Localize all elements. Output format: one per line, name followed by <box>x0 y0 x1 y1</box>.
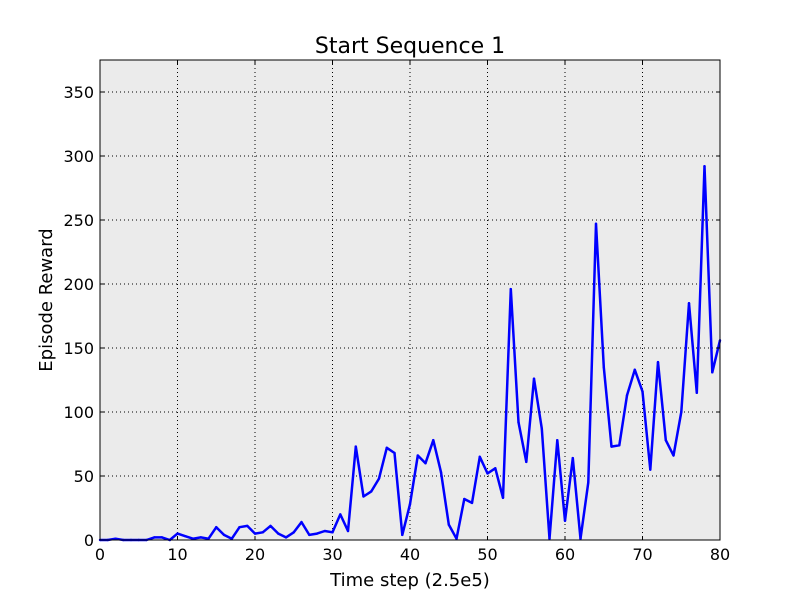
y-tick-label: 250 <box>63 211 94 230</box>
data-point <box>385 446 388 450</box>
data-point <box>261 531 264 534</box>
data-point <box>408 502 412 506</box>
data-point <box>478 455 481 458</box>
data-point <box>308 533 311 537</box>
y-tick-label: 0 <box>84 531 94 550</box>
data-point <box>300 520 303 524</box>
x-tick-label: 60 <box>555 545 575 564</box>
data-point <box>594 222 598 226</box>
data-point <box>556 438 559 442</box>
data-point <box>362 495 365 498</box>
data-point <box>455 537 458 540</box>
x-tick-label: 80 <box>710 545 730 564</box>
data-point <box>354 445 357 448</box>
y-tick-label: 50 <box>74 467 94 486</box>
data-point <box>222 533 226 537</box>
data-point <box>377 477 381 480</box>
data-point <box>641 390 644 393</box>
data-point <box>207 537 210 540</box>
data-point <box>284 536 288 539</box>
data-point <box>509 287 512 291</box>
data-point <box>463 497 466 501</box>
data-point <box>230 537 233 540</box>
data-point <box>656 360 660 364</box>
x-tick-label: 30 <box>322 545 342 564</box>
data-point <box>517 421 520 424</box>
data-point <box>447 523 450 526</box>
data-point <box>331 531 334 534</box>
data-point <box>695 391 698 394</box>
y-tick-label: 100 <box>63 403 94 422</box>
data-point <box>579 537 582 540</box>
data-point <box>176 532 179 535</box>
data-point <box>246 524 249 528</box>
x-tick-label: 40 <box>400 545 420 564</box>
data-point <box>532 377 536 380</box>
data-point <box>424 462 427 465</box>
data-point <box>153 536 156 539</box>
data-point <box>687 302 691 305</box>
data-point <box>470 501 474 505</box>
chart-title: Start Sequence 1 <box>315 34 505 59</box>
data-point <box>439 470 443 474</box>
data-point <box>346 529 350 533</box>
data-point <box>315 532 319 535</box>
data-point <box>618 444 621 447</box>
data-point <box>238 526 241 529</box>
data-point <box>401 533 404 537</box>
data-point <box>277 532 280 535</box>
data-point <box>602 366 605 369</box>
data-point <box>486 472 489 475</box>
data-point <box>416 454 419 457</box>
series-layer <box>98 164 722 542</box>
data-point <box>323 529 326 533</box>
x-tick-label: 10 <box>167 545 187 564</box>
y-tick-label: 200 <box>63 275 94 294</box>
y-tick-label: 350 <box>63 83 94 102</box>
data-point <box>649 468 652 471</box>
y-axis-title: Episode Reward <box>36 228 57 371</box>
x-tick-label: 20 <box>245 545 265 564</box>
data-point <box>548 537 551 540</box>
x-axis-title: Time step (2.5e5) <box>329 570 490 591</box>
data-point <box>215 526 218 529</box>
data-point <box>672 454 675 457</box>
data-point <box>525 460 528 464</box>
data-point <box>664 438 667 442</box>
data-point <box>253 532 257 535</box>
data-point <box>633 368 636 371</box>
data-point <box>501 496 505 499</box>
x-tick-label: 0 <box>95 545 105 564</box>
data-point <box>563 519 567 522</box>
data-point <box>703 165 706 168</box>
data-point <box>540 427 543 430</box>
data-point <box>610 445 613 448</box>
data-point <box>269 524 272 528</box>
x-tick-label: 50 <box>477 545 497 564</box>
data-point <box>680 410 683 414</box>
data-point <box>114 537 117 540</box>
data-point <box>587 481 590 484</box>
data-point <box>625 394 629 397</box>
data-point <box>711 371 714 374</box>
data-point <box>160 536 164 539</box>
data-point <box>571 456 574 460</box>
tick-marks <box>99 60 721 541</box>
data-point <box>199 536 202 539</box>
data-point <box>184 534 187 538</box>
data-point <box>432 438 435 442</box>
data-point <box>191 537 195 540</box>
data-point <box>494 467 497 470</box>
y-tick-label: 300 <box>63 147 94 166</box>
data-point <box>370 490 373 493</box>
tick-labels: 0 10 20 30 40 50 60 70 80 0 50 100 150 200 250 300 350 <box>63 83 730 564</box>
data-point <box>339 513 342 516</box>
data-point <box>292 531 295 534</box>
data-point <box>393 451 396 455</box>
y-tick-label: 150 <box>63 339 94 358</box>
x-tick-label: 70 <box>632 545 652 564</box>
